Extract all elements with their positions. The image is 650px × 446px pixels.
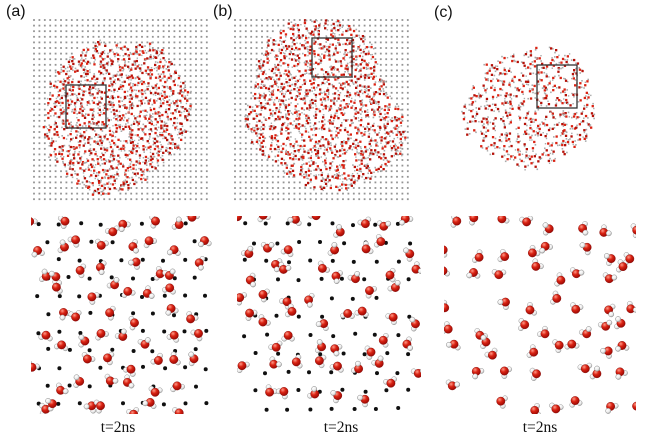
droplet-snapshot-svg (234, 19, 409, 201)
panel-c-droplet-overview (455, 35, 625, 185)
droplet-snapshot-svg (33, 19, 208, 201)
substrate-lattice (33, 19, 208, 201)
water-molecules (237, 216, 421, 408)
water-molecules (42, 39, 193, 196)
closeup-snapshot-svg (444, 216, 636, 414)
panel-a-closeup (31, 216, 215, 414)
panel-label-c: (c) (434, 4, 453, 21)
caption-b: t=2ns (323, 419, 359, 436)
panel-b-closeup (237, 216, 421, 414)
panel-b-droplet-overview (233, 17, 411, 201)
water-molecules (31, 216, 212, 414)
panel-a-droplet-overview (32, 17, 212, 203)
caption-a: t=2ns (100, 419, 136, 436)
droplet-snapshot-svg (461, 46, 596, 171)
panel-c-closeup (444, 216, 636, 414)
inset-box (311, 37, 353, 78)
panel-label-b: (b) (213, 3, 233, 20)
substrate-lattice (234, 19, 409, 201)
panel-label-a: (a) (6, 3, 26, 20)
closeup-snapshot-svg (31, 216, 212, 414)
water-molecules (444, 216, 636, 414)
closeup-snapshot-svg (237, 216, 421, 412)
caption-c: t=2ns (522, 419, 558, 436)
inset-box (536, 64, 578, 109)
water-molecules (244, 19, 407, 192)
inset-box (65, 84, 107, 129)
